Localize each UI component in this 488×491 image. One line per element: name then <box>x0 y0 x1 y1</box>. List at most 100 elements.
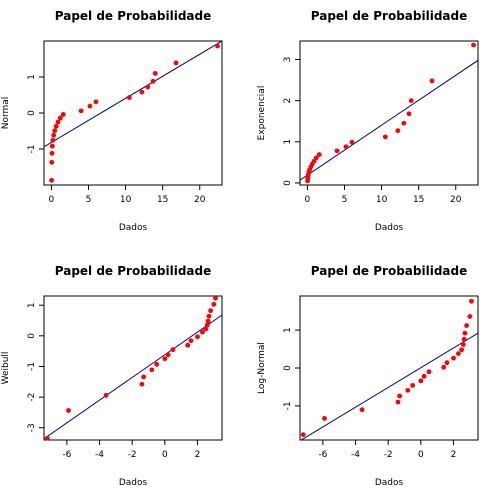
log-normal-data-point <box>300 432 306 438</box>
weibull-x-tick-label: -6 <box>62 450 71 460</box>
weibull-data-point <box>208 308 213 314</box>
panel-exponencial: Papel de Probabilidade Dados Exponencial 0 5… <box>257 9 479 233</box>
log-normal-data-point <box>405 387 411 393</box>
normal-data-point <box>52 128 58 134</box>
exponencial-plot-frame <box>299 40 479 186</box>
exponencial-x-tick-label: 0 <box>305 195 311 205</box>
normal-x-tick-label: 10 <box>120 195 132 205</box>
weibull-data-point <box>141 374 147 380</box>
weibull-data-point <box>170 347 176 353</box>
normal-data-point <box>50 137 56 143</box>
log-normal-fit-line <box>300 332 478 440</box>
weibull-data-point <box>66 408 71 413</box>
normal-data-point <box>49 177 54 183</box>
normal-data-point <box>173 60 179 66</box>
weibull-data-point <box>188 338 194 344</box>
exponencial-x-tick-label: 5 <box>342 195 348 205</box>
normal-data-point <box>49 159 55 165</box>
weibull-data-point <box>211 301 217 307</box>
weibull-data-point <box>165 352 171 358</box>
exponencial-data-point <box>382 134 388 140</box>
exponencial-fit-line <box>300 59 478 181</box>
exponencial-x-tick-label: 15 <box>413 195 424 205</box>
exponencial-data-point <box>406 111 412 117</box>
weibull-y-tick-label: -3 <box>27 423 37 432</box>
exponencial-x-axis-label: Dados <box>375 223 404 233</box>
weibull-data-point <box>200 329 205 335</box>
log-normal-x-tick-label: 0 <box>418 450 424 460</box>
normal-data-point <box>93 99 99 105</box>
log-normal-data-point <box>444 360 450 366</box>
exponencial-data-point <box>408 98 414 104</box>
log-normal-x-tick-label: -6 <box>318 450 327 460</box>
normal-data-point <box>55 119 61 125</box>
exponencial-x-tick-label: 20 <box>450 195 462 205</box>
normal-x-tick-label: 0 <box>49 195 55 205</box>
weibull-fit-line <box>44 314 222 440</box>
log-normal-data-point <box>464 323 469 328</box>
normal-data-point <box>49 143 55 149</box>
log-normal-data-point <box>459 347 465 353</box>
normal-y-tick-label: 1 <box>27 74 37 80</box>
normal-data-point <box>78 108 84 114</box>
normal-y-tick-label: -1 <box>27 145 37 154</box>
exponencial-data-point <box>313 155 319 161</box>
exponencial-data-point <box>395 128 401 134</box>
weibull-x-axis-label: Dados <box>119 478 148 488</box>
weibull-data-point <box>205 318 211 324</box>
exponencial-x-tick-label: 10 <box>376 195 388 205</box>
panel-log-normal: Papel de Probabilidade Dados Log-Normal -6 -… <box>257 264 479 488</box>
log-normal-y-tick-label: -1 <box>283 401 293 410</box>
normal-data-point <box>126 95 132 100</box>
weibull-chart-title: Papel de Probabilidade <box>55 264 212 278</box>
exponencial-data-point <box>334 148 340 154</box>
normal-x-tick-label: 20 <box>194 195 206 205</box>
normal-data-point <box>51 132 57 138</box>
panel-weibull: Papel de Probabilidade Dados Weibull -6 -4 -2… <box>1 264 223 488</box>
log-normal-chart-title: Papel de Probabilidade <box>311 264 468 278</box>
exponencial-data-point <box>316 152 322 157</box>
log-normal-data-point <box>322 416 327 421</box>
normal-y-axis-label: Normal <box>1 97 11 130</box>
normal-data-point <box>60 112 66 117</box>
exponencial-data-point <box>343 144 349 150</box>
exponencial-y-tick-label: 1 <box>283 139 293 145</box>
weibull-data-point <box>206 313 212 319</box>
normal-data-point <box>87 103 93 109</box>
normal-x-tick-label: 15 <box>157 195 168 205</box>
log-normal-data-point <box>418 378 424 384</box>
log-normal-data-point <box>426 369 432 375</box>
exponencial-chart-title: Papel de Probabilidade <box>311 9 468 23</box>
log-normal-data-point <box>467 314 473 319</box>
weibull-y-axis-label: Weibull <box>1 352 11 385</box>
weibull-plot-frame <box>43 295 223 441</box>
normal-data-point <box>53 123 59 129</box>
weibull-data-point <box>204 322 210 328</box>
log-normal-y-tick-label: 0 <box>283 365 293 371</box>
normal-data-point <box>150 78 156 84</box>
exponencial-y-tick-label: 2 <box>283 98 293 104</box>
normal-x-axis-label: Dados <box>119 223 148 233</box>
weibull-data-point <box>185 342 191 348</box>
log-normal-data-point <box>441 364 447 370</box>
log-normal-data-point <box>410 383 416 388</box>
normal-y-tick-label: 0 <box>27 110 37 116</box>
exponencial-data-point <box>471 42 476 48</box>
weibull-x-tick-label: -4 <box>95 450 104 460</box>
weibull-x-tick-label: 2 <box>195 450 201 460</box>
normal-chart-title: Papel de Probabilidade <box>55 9 212 23</box>
weibull-data-point <box>203 326 209 332</box>
log-normal-x-tick-label: -4 <box>351 450 360 460</box>
log-normal-data-point <box>421 373 427 379</box>
exponencial-data-point <box>349 139 355 145</box>
weibull-data-point <box>213 295 218 301</box>
exponencial-y-axis-label: Exponencial <box>257 86 267 141</box>
weibull-data-point <box>154 361 160 367</box>
exponencial-y-tick-label: 3 <box>283 57 293 63</box>
weibull-data-point <box>139 381 145 387</box>
log-normal-data-point <box>451 355 456 361</box>
weibull-data-point <box>103 392 109 398</box>
log-normal-data-point <box>395 399 401 405</box>
exponencial-data-point <box>429 78 435 84</box>
